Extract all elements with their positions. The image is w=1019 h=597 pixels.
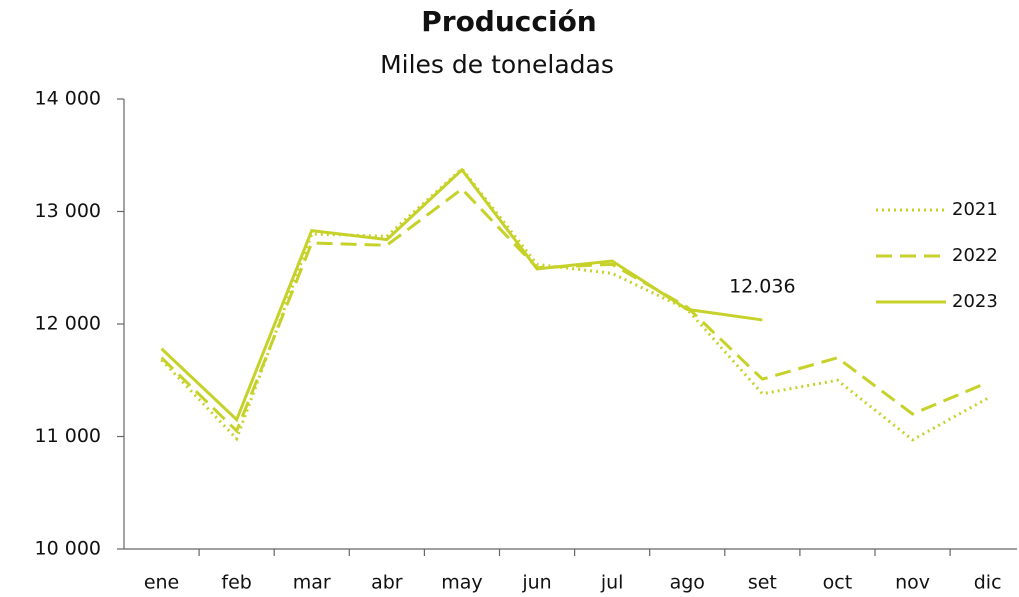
- y-tick-label: 11 000: [35, 425, 101, 447]
- y-tick-label: 13 000: [35, 200, 101, 222]
- legend-label: 2022: [952, 245, 998, 266]
- chart-title: Producción: [421, 5, 597, 38]
- x-tick-label: abr: [371, 572, 403, 594]
- x-tick-label: jun: [521, 572, 551, 594]
- y-tick-label: 12 000: [35, 313, 101, 335]
- x-tick-label: oct: [823, 572, 853, 594]
- x-tick-label: nov: [895, 572, 930, 594]
- x-tick-label: set: [748, 572, 777, 594]
- x-tick-label: may: [441, 572, 482, 594]
- x-tick-label: jul: [600, 572, 624, 594]
- x-tick-label: ago: [670, 572, 705, 594]
- data-label: 12.036: [729, 275, 795, 297]
- series-line: [160, 167, 763, 423]
- x-tick-label: ene: [144, 572, 179, 594]
- x-tick-label: mar: [293, 572, 331, 594]
- x-tick-label: dic: [974, 572, 1002, 594]
- y-tick-label: 14 000: [35, 88, 101, 110]
- x-tick-label: feb: [221, 572, 251, 594]
- legend-label: 2023: [952, 291, 998, 312]
- series-line: [160, 166, 989, 442]
- series-line: [160, 187, 989, 434]
- legend-label: 2021: [952, 199, 998, 220]
- chart-subtitle: Miles de toneladas: [380, 50, 614, 79]
- y-tick-label: 10 000: [35, 538, 101, 560]
